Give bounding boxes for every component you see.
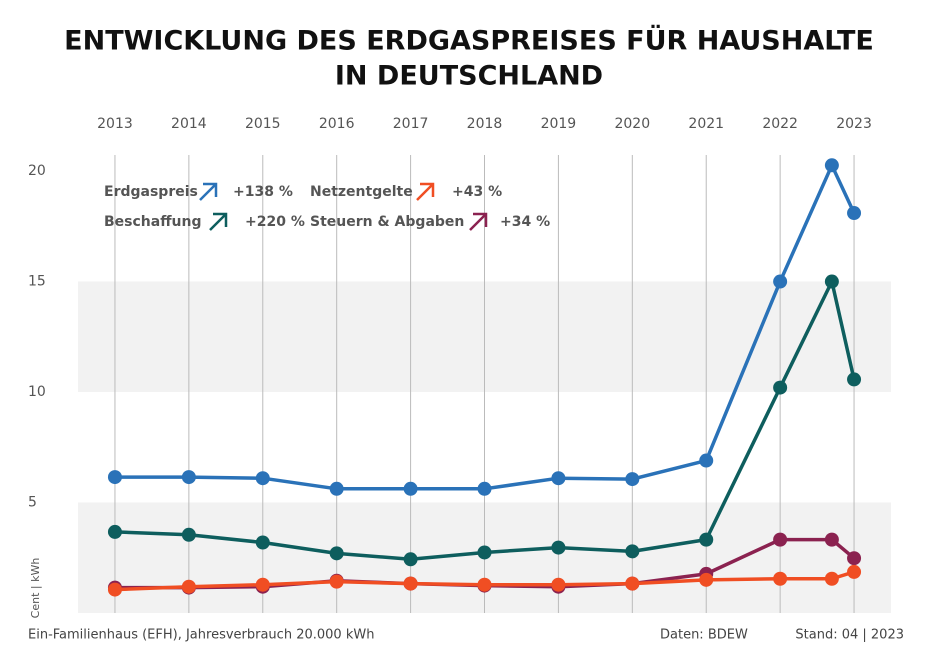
data-point [699,572,714,587]
data-point [477,481,492,496]
data-point [181,470,196,485]
x-tick-label: 2015 [245,116,281,132]
data-point [255,471,270,486]
data-point [181,527,196,542]
data-point [255,535,270,550]
chart-title: ENTWICKLUNG DES ERDGASPREISES FÜR HAUSHA… [64,24,874,57]
legend-label: Steuern & Abgaben [310,214,464,230]
legend-label: Netzentgelte [310,184,413,200]
x-tick-label: 2017 [393,116,429,132]
x-tick-label: 2021 [688,116,724,132]
data-point [824,571,839,586]
data-point [847,564,862,579]
data-point [847,551,862,566]
legend-change: +43 % [452,184,502,200]
legend-label: Erdgaspreis [104,184,198,200]
data-point [181,579,196,594]
legend-arrow [199,182,218,201]
legend-change: +220 % [245,214,305,230]
series-line [114,570,855,592]
data-point [773,571,788,586]
data-point [551,540,566,555]
data-point [403,481,418,496]
data-point [551,577,566,592]
source: Daten: BDEW [660,628,748,643]
data-point [477,545,492,560]
data-point [847,206,862,221]
data-point [477,577,492,592]
legend-change: +34 % [500,214,550,230]
y-tick-label: 15 [28,274,46,290]
footnote: Ein-Familienhaus (EFH), Jahresverbrauch … [28,628,374,643]
date-note: Stand: 04 | 2023 [795,628,904,643]
data-point [255,577,270,592]
y-tick-label: 20 [28,163,46,179]
data-point [403,552,418,567]
series-line [114,279,856,562]
legend-arrow [469,212,488,231]
data-point [329,481,344,496]
data-point [403,576,418,591]
x-tick-label: 2018 [467,116,503,132]
x-tick-label: 2023 [836,116,872,132]
data-point [107,524,122,539]
data-point [847,372,862,387]
data-point [625,472,640,487]
data-point [107,470,122,485]
data-point [107,582,122,597]
data-point [329,574,344,589]
data-point [625,576,640,591]
data-point [773,380,788,395]
data-point [824,274,839,289]
chart-title: IN DEUTSCHLAND [335,61,603,92]
data-point [773,274,788,289]
legend-arrow [209,212,228,231]
x-tick-label: 2014 [171,116,207,132]
series-line [114,163,856,491]
x-tick-label: 2013 [97,116,133,132]
data-point [329,546,344,561]
data-point [824,158,839,173]
data-point [699,532,714,547]
x-tick-label: 2019 [541,116,577,132]
legend-label: Beschaffung [104,214,202,230]
x-tick-label: 2020 [614,116,650,132]
legend-change: +138 % [233,184,293,200]
data-point [699,453,714,468]
data-point [773,532,788,547]
x-tick-label: 2022 [762,116,798,132]
data-point [824,532,839,547]
x-tick-label: 2016 [319,116,355,132]
data-point [625,544,640,559]
data-point [551,471,566,486]
y-tick-label: 10 [28,384,46,400]
y-tick-label: 5 [28,495,37,511]
legend-arrow [416,182,435,201]
y-axis-label: Cent | kWh [29,558,42,619]
